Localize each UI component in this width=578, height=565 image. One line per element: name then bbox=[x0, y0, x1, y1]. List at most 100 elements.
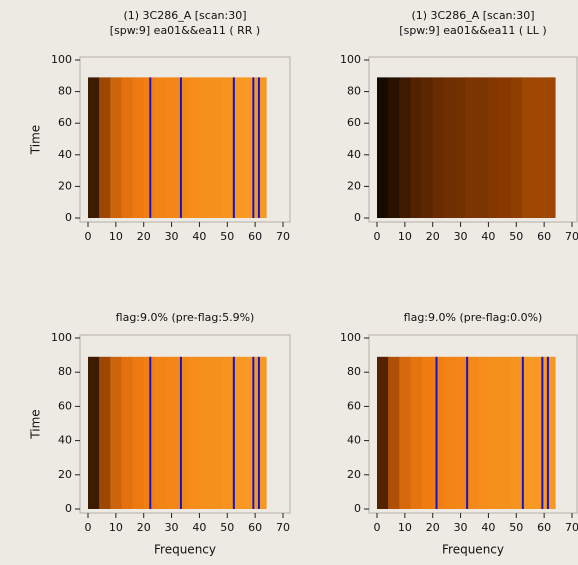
y-tick-label: 60 bbox=[58, 399, 72, 412]
x-tick-label: 40 bbox=[192, 521, 206, 534]
heatmap-cell bbox=[488, 356, 500, 509]
panel-title: flag:9.0% (pre-flag:5.9%) bbox=[116, 311, 255, 324]
y-tick-label: 0 bbox=[65, 502, 72, 515]
heatmap-cell bbox=[544, 356, 556, 509]
heatmap-cell bbox=[154, 77, 167, 218]
y-tick-label: 0 bbox=[354, 211, 361, 224]
heatmap-cell bbox=[199, 356, 211, 509]
heatmap-cell bbox=[166, 356, 178, 509]
heatmap-cell bbox=[455, 356, 467, 509]
x-tick-label: 30 bbox=[454, 230, 468, 243]
flagged-channel bbox=[149, 77, 152, 218]
y-tick-label: 100 bbox=[51, 331, 72, 344]
heatmap-cell bbox=[510, 77, 523, 218]
heatmap-cell bbox=[110, 356, 122, 509]
y-tick-label: 60 bbox=[347, 116, 361, 129]
heatmap-cell bbox=[255, 356, 267, 509]
y-tick-label: 0 bbox=[65, 211, 72, 224]
flagged-channel bbox=[179, 77, 182, 218]
x-tick-label: 20 bbox=[137, 521, 151, 534]
x-tick-label: 10 bbox=[109, 521, 123, 534]
x-tick-label: 20 bbox=[137, 230, 151, 243]
x-tick-label: 10 bbox=[109, 230, 123, 243]
axes-frame bbox=[79, 56, 291, 223]
x-tick-label: 0 bbox=[85, 521, 92, 534]
heatmap-cell bbox=[432, 77, 445, 218]
heatmap-cell bbox=[377, 77, 389, 218]
heatmap-cell bbox=[88, 356, 100, 509]
heatmap-cell bbox=[121, 356, 133, 509]
heatmap-cell bbox=[132, 77, 145, 218]
heatmap-cell bbox=[244, 356, 256, 509]
x-tick-label: 50 bbox=[509, 521, 523, 534]
x-tick-label: 70 bbox=[565, 521, 578, 534]
heatmap-cell bbox=[154, 356, 167, 509]
heatmap-cell bbox=[410, 356, 422, 509]
heatmap-cell bbox=[377, 356, 389, 509]
y-tick-label: 100 bbox=[340, 331, 361, 344]
panel-title: (1) 3C286_A [scan:30] bbox=[123, 9, 246, 22]
y-tick-label: 80 bbox=[58, 85, 72, 98]
y-tick-label: 80 bbox=[58, 365, 72, 378]
heatmap-cell bbox=[232, 77, 245, 218]
heatmap-cell bbox=[521, 356, 534, 509]
y-tick-label: 40 bbox=[347, 148, 361, 161]
x-tick-label: 10 bbox=[398, 521, 412, 534]
heatmap-cell bbox=[166, 77, 178, 218]
heatmap-cell bbox=[121, 77, 133, 218]
flagged-channel bbox=[466, 356, 469, 509]
heatmap-cell bbox=[466, 356, 478, 509]
x-tick-label: 30 bbox=[454, 521, 468, 534]
x-tick-label: 50 bbox=[509, 230, 523, 243]
y-tick-label: 20 bbox=[347, 179, 361, 192]
heatmap-cell bbox=[432, 356, 445, 509]
axes-frame bbox=[368, 334, 578, 514]
heatmap-cell bbox=[499, 77, 512, 218]
x-tick-label: 40 bbox=[192, 230, 206, 243]
heatmap-cell bbox=[521, 77, 534, 218]
flagged-channel bbox=[149, 356, 152, 509]
heatmap-cell bbox=[244, 77, 256, 218]
x-axis-label: Frequency bbox=[442, 543, 504, 557]
y-tick-label: 80 bbox=[347, 85, 361, 98]
heatmap-cell bbox=[544, 77, 556, 218]
heatmap-cell bbox=[388, 356, 400, 509]
axes-frame bbox=[368, 56, 578, 223]
heatmap-cell bbox=[210, 356, 223, 509]
y-tick-label: 20 bbox=[58, 179, 72, 192]
flagged-channel bbox=[252, 356, 255, 509]
heatmap-cell bbox=[99, 77, 111, 218]
flagged-channel bbox=[252, 77, 255, 218]
x-tick-label: 70 bbox=[565, 230, 578, 243]
y-axis-label: Time bbox=[29, 125, 43, 155]
heatmap-cell bbox=[221, 77, 234, 218]
y-tick-label: 0 bbox=[354, 502, 361, 515]
y-axis-label: Time bbox=[29, 409, 43, 439]
heatmap-cell bbox=[533, 356, 545, 509]
panel-title: flag:9.0% (pre-flag:0.0%) bbox=[404, 311, 543, 324]
x-tick-label: 70 bbox=[276, 230, 290, 243]
heatmap-cell bbox=[388, 77, 400, 218]
heatmap-cell bbox=[88, 77, 100, 218]
y-tick-label: 40 bbox=[58, 148, 72, 161]
heatmap-cell bbox=[499, 356, 512, 509]
y-tick-label: 20 bbox=[58, 468, 72, 481]
x-tick-label: 0 bbox=[374, 230, 381, 243]
flagged-channel bbox=[541, 356, 544, 509]
heatmap-cell bbox=[188, 77, 200, 218]
x-tick-label: 10 bbox=[398, 230, 412, 243]
heatmap-cell bbox=[199, 77, 211, 218]
heatmap-cell bbox=[455, 77, 467, 218]
y-tick-label: 100 bbox=[340, 53, 361, 66]
heatmap-cell bbox=[188, 356, 200, 509]
x-tick-label: 20 bbox=[426, 521, 440, 534]
x-tick-label: 40 bbox=[481, 230, 495, 243]
flagged-channel bbox=[546, 356, 549, 509]
heatmap-cell bbox=[110, 77, 122, 218]
x-tick-label: 0 bbox=[374, 521, 381, 534]
y-tick-label: 100 bbox=[51, 53, 72, 66]
heatmap-cell bbox=[177, 356, 189, 509]
y-tick-label: 40 bbox=[347, 434, 361, 447]
heatmap-cell bbox=[99, 356, 111, 509]
y-tick-label: 60 bbox=[58, 116, 72, 129]
